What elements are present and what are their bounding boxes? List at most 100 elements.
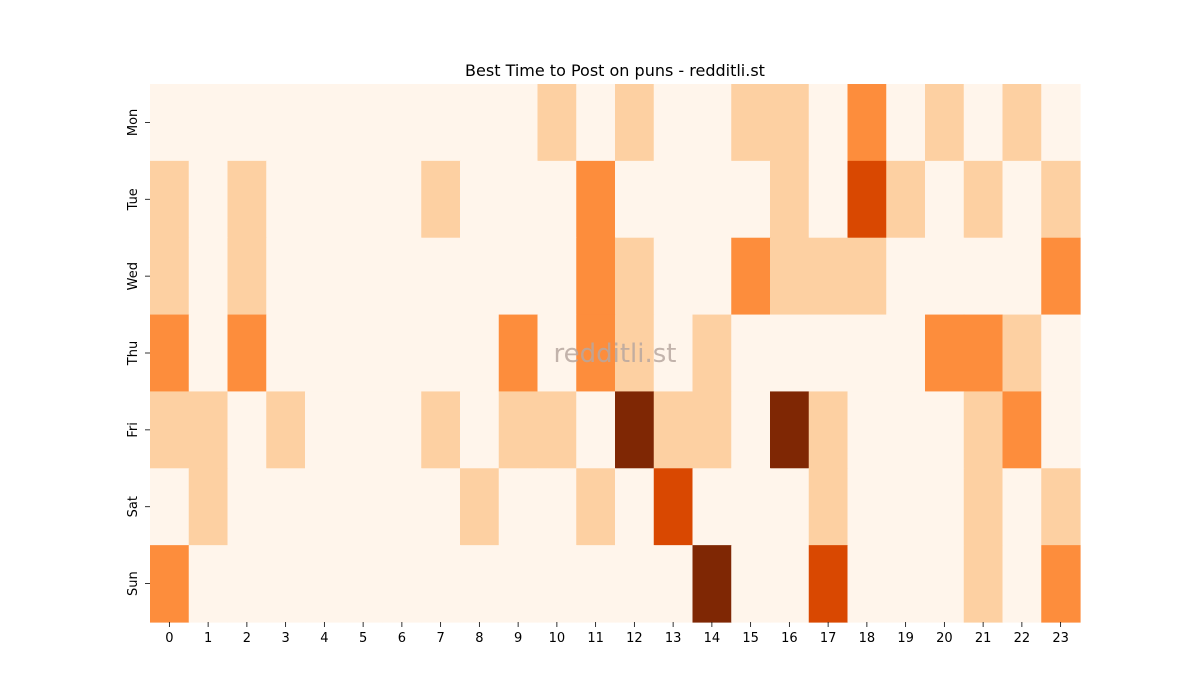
heatmap-cell-sun-20 (925, 545, 965, 623)
heatmap-cell-tue-0 (150, 160, 190, 239)
heatmap-cell-fri-10 (537, 391, 577, 469)
heatmap-cell-mon-23 (1041, 84, 1081, 162)
x-tick-label-18: 18 (859, 631, 876, 646)
x-tick-label-4: 4 (320, 631, 328, 646)
heatmap-cell-mon-11 (576, 84, 616, 162)
heatmap-cell-sat-23 (1041, 468, 1081, 546)
heatmap-cell-sat-1 (188, 468, 229, 546)
heatmap-cell-sat-10 (537, 468, 577, 546)
x-tick-label-1: 1 (204, 631, 212, 646)
heatmap-cell-sat-9 (498, 468, 539, 546)
x-tick-label-6: 6 (398, 631, 406, 646)
heatmap-cell-tue-17 (808, 160, 849, 239)
heatmap-cell-mon-1 (188, 84, 229, 162)
x-tick-label-22: 22 (1014, 631, 1031, 646)
heatmap-cell-sat-14 (692, 468, 732, 546)
heatmap-cell-mon-4 (305, 84, 345, 162)
x-tick-label-16: 16 (781, 631, 798, 646)
heatmap-cell-sun-12 (615, 545, 655, 623)
heatmap-cell-fri-19 (886, 391, 926, 469)
heatmap-cell-thu-8 (460, 314, 500, 393)
heatmap-cell-thu-4 (305, 314, 345, 393)
x-tick-label-8: 8 (475, 631, 483, 646)
heatmap-cell-fri-13 (653, 391, 694, 469)
heatmap-cell-sun-15 (731, 545, 771, 623)
x-tick-label-11: 11 (587, 631, 604, 646)
heatmap-cell-sat-20 (925, 468, 965, 546)
heatmap-cell-thu-1 (188, 314, 229, 393)
y-axis: Mon Tue Wed Thu Fri Sat Sun (126, 109, 150, 596)
heatmap-cell-sat-21 (963, 468, 1004, 546)
heatmap-cell-sat-18 (847, 468, 887, 546)
y-tick-label-sat: Sat (126, 496, 141, 517)
heatmap-cell-sat-7 (421, 468, 461, 546)
heatmap-cell-wed-19 (886, 237, 926, 316)
heatmap-cell-mon-2 (227, 84, 267, 162)
heatmap-cell-mon-0 (150, 84, 190, 162)
heatmap-cell-fri-3 (266, 391, 306, 469)
heatmap-cell-thu-14 (692, 314, 732, 393)
heatmap-cell-tue-5 (343, 160, 384, 239)
heatmap-cell-sun-11 (576, 545, 616, 623)
heatmap-cell-tue-13 (653, 160, 694, 239)
heatmap-cell-sat-19 (886, 468, 926, 546)
heatmap-cell-wed-21 (963, 237, 1004, 316)
heatmap-cell-wed-16 (770, 237, 810, 316)
heatmap-cell-mon-14 (692, 84, 732, 162)
heatmap-cell-tue-15 (731, 160, 771, 239)
heatmap-cell-wed-13 (653, 237, 694, 316)
heatmap-cell-fri-12 (615, 391, 655, 469)
heatmap-cell-thu-7 (421, 314, 461, 393)
heatmap-cell-sat-6 (382, 468, 422, 546)
heatmap-cell-wed-9 (498, 237, 539, 316)
heatmap-cell-wed-7 (421, 237, 461, 316)
heatmap-cell-wed-15 (731, 237, 771, 316)
heatmap-cell-sun-3 (266, 545, 306, 623)
heatmap-cell-fri-11 (576, 391, 616, 469)
heatmap-cell-sun-18 (847, 545, 887, 623)
heatmap-cell-fri-18 (847, 391, 887, 469)
x-tick-label-9: 9 (514, 631, 522, 646)
heatmap-cell-thu-15 (731, 314, 771, 393)
heatmap-cell-thu-19 (886, 314, 926, 393)
heatmap-cell-tue-16 (770, 160, 810, 239)
heatmap-cell-wed-20 (925, 237, 965, 316)
heatmap-cell-wed-11 (576, 237, 616, 316)
y-tick-label-fri: Fri (126, 422, 141, 438)
heatmap-cell-sun-8 (460, 545, 500, 623)
heatmap-cell-tue-23 (1041, 160, 1081, 239)
heatmap-cell-thu-11 (576, 314, 616, 393)
heatmap-cell-tue-6 (382, 160, 422, 239)
heatmap-cell-wed-0 (150, 237, 190, 316)
heatmap-cell-thu-16 (770, 314, 810, 393)
heatmap-cell-sat-12 (615, 468, 655, 546)
heatmap-cell-wed-22 (1002, 237, 1042, 316)
heatmap-cell-wed-17 (808, 237, 849, 316)
heatmap-cell-sun-6 (382, 545, 422, 623)
heatmap-cell-sun-0 (150, 545, 190, 623)
heatmap-cell-wed-4 (305, 237, 345, 316)
heatmap-cell-sun-9 (498, 545, 539, 623)
heatmap-cell-mon-18 (847, 84, 887, 162)
heatmap-cell-tue-11 (576, 160, 616, 239)
heatmap-cell-sat-15 (731, 468, 771, 546)
heatmap-cell-thu-18 (847, 314, 887, 393)
heatmap-cell-mon-9 (498, 84, 539, 162)
heatmap-cell-sat-8 (460, 468, 500, 546)
heatmap-cell-thu-9 (498, 314, 539, 393)
heatmap-cell-fri-20 (925, 391, 965, 469)
heatmap-cell-fri-16 (770, 391, 810, 469)
heatmap-cell-fri-0 (150, 391, 190, 469)
x-axis: 0 1 2 3 4 5 6 7 8 9 10 11 12 13 14 15 16 17 18 19 20 21 22 23 (165, 622, 1069, 646)
heatmap-cell-mon-5 (343, 84, 384, 162)
x-tick-label-14: 14 (704, 631, 721, 646)
heatmap-cell-tue-4 (305, 160, 345, 239)
heatmap-cell-sun-14 (692, 545, 732, 623)
heatmap-cell-tue-12 (615, 160, 655, 239)
heatmap-cell-tue-8 (460, 160, 500, 239)
heatmap-cell-tue-22 (1002, 160, 1042, 239)
heatmap-cell-tue-14 (692, 160, 732, 239)
heatmap-cell-mon-12 (615, 84, 655, 162)
heatmap-cell-sat-11 (576, 468, 616, 546)
heatmap-cell-mon-21 (963, 84, 1004, 162)
